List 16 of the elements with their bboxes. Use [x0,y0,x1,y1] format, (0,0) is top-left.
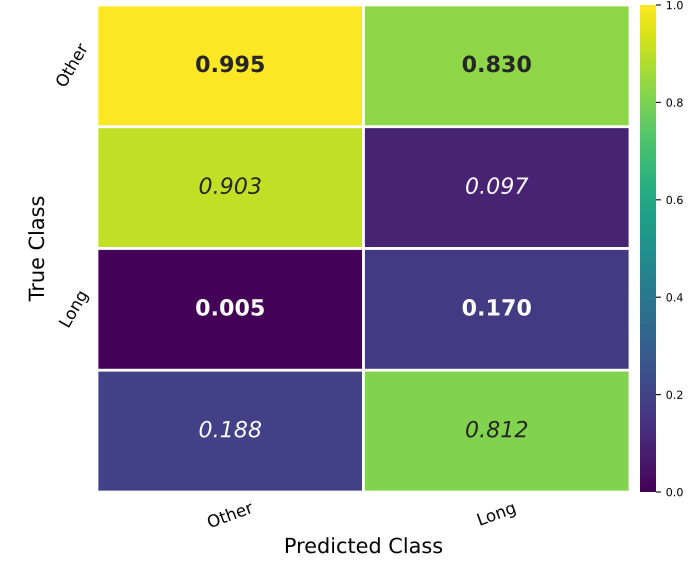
color-bar-label: 0.6 [666,196,683,204]
data-label: 0.995 [196,56,264,72]
data-label: 0.170 [462,299,531,316]
color-bar-label: 0.8 [666,98,683,107]
color-bar-label: 0.2 [666,390,682,399]
data-label: 0.097 [466,177,528,194]
x-axis-title: Predicted Class [286,537,442,554]
data-label: 0.005 [196,299,264,316]
color-bar-label: 0.4 [666,293,683,302]
data-label: 0.903 [200,177,261,194]
data-label: 0.830 [462,56,531,72]
data-label: 0.812 [466,420,528,438]
color-bar-label: 1.0 [666,0,683,10]
y-axis-title: True Class [28,196,44,302]
color-bar-label: 0.0 [666,488,683,496]
data-label: 0.188 [200,420,262,438]
